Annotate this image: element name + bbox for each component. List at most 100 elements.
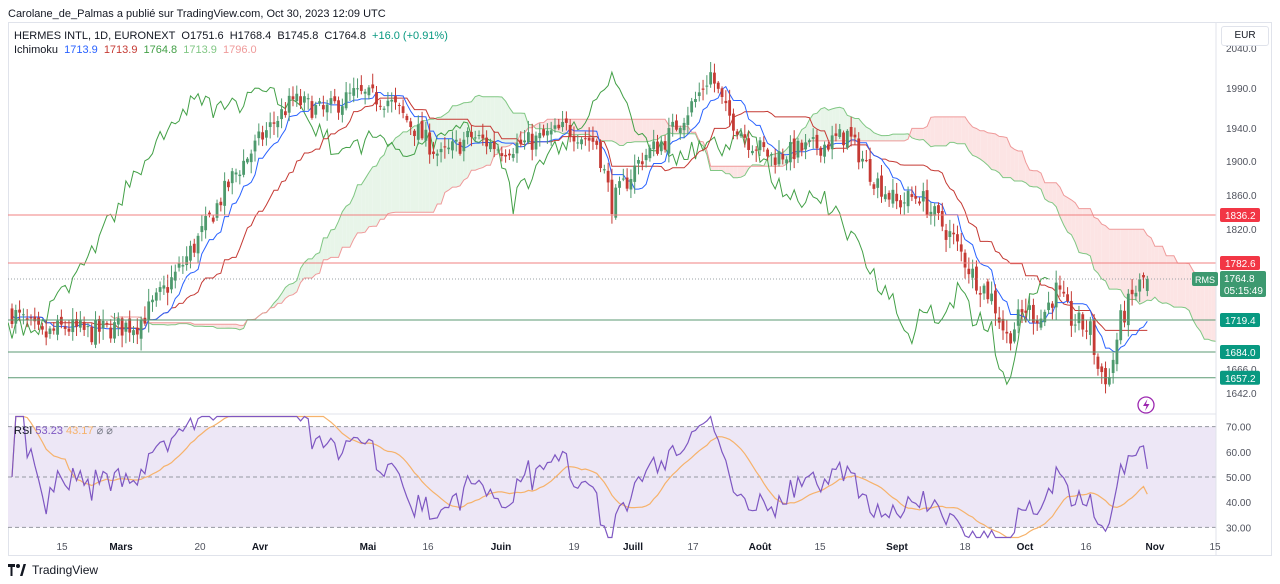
candle[interactable] — [181, 256, 185, 274]
candle[interactable] — [481, 123, 485, 146]
candle[interactable] — [633, 154, 637, 194]
candle[interactable] — [299, 88, 302, 110]
candle[interactable] — [63, 320, 67, 336]
candle[interactable] — [648, 144, 652, 162]
candle[interactable] — [918, 197, 921, 206]
candle[interactable] — [682, 117, 686, 139]
candle[interactable] — [1096, 353, 1100, 376]
candle[interactable] — [925, 179, 929, 219]
candle[interactable] — [629, 169, 633, 199]
candle[interactable] — [420, 111, 424, 141]
candle[interactable] — [807, 138, 811, 148]
candle[interactable] — [246, 157, 249, 165]
rms-tag[interactable] — [1192, 272, 1218, 287]
candle[interactable] — [1130, 278, 1134, 306]
candle[interactable] — [826, 141, 830, 152]
candle[interactable] — [576, 134, 580, 149]
candle[interactable] — [215, 199, 219, 221]
candle[interactable] — [238, 170, 242, 185]
candle[interactable] — [223, 172, 227, 216]
candle[interactable] — [834, 123, 838, 142]
candle[interactable] — [1013, 322, 1016, 344]
rsi-pane[interactable] — [11, 415, 1148, 539]
candle[interactable] — [534, 131, 538, 157]
candle[interactable] — [899, 195, 902, 215]
candle[interactable] — [242, 149, 246, 178]
candle[interactable] — [861, 150, 864, 169]
level-tag-1782.6[interactable] — [1220, 256, 1260, 270]
candle[interactable] — [249, 149, 253, 174]
candle[interactable] — [451, 131, 454, 159]
candle[interactable] — [394, 87, 397, 110]
candle[interactable] — [1085, 320, 1088, 340]
candle[interactable] — [466, 127, 470, 145]
candle[interactable] — [971, 259, 975, 289]
candle[interactable] — [227, 179, 230, 192]
candle[interactable] — [37, 311, 40, 331]
candle[interactable] — [1123, 300, 1126, 328]
lightning-icon[interactable] — [1137, 396, 1155, 414]
candle[interactable] — [561, 110, 564, 132]
candle[interactable] — [511, 148, 515, 162]
candle[interactable] — [280, 98, 283, 129]
candle[interactable] — [173, 264, 177, 289]
candle[interactable] — [864, 150, 868, 163]
candle[interactable] — [200, 214, 204, 242]
candle[interactable] — [1069, 291, 1073, 337]
candle[interactable] — [1058, 275, 1062, 297]
candle[interactable] — [359, 75, 363, 95]
candle[interactable] — [910, 186, 914, 202]
candle[interactable] — [709, 62, 713, 88]
candle[interactable] — [766, 147, 770, 161]
candle[interactable] — [162, 275, 166, 295]
candle[interactable] — [997, 306, 1001, 329]
candle[interactable] — [447, 138, 451, 155]
candle[interactable] — [929, 202, 933, 225]
candle[interactable] — [59, 309, 63, 329]
candle[interactable] — [526, 120, 530, 145]
candle[interactable] — [1028, 295, 1031, 322]
candle[interactable] — [823, 141, 826, 164]
candle[interactable] — [963, 249, 967, 279]
candle[interactable] — [185, 246, 189, 271]
candle[interactable] — [1126, 289, 1130, 337]
candle[interactable] — [519, 131, 523, 148]
candle[interactable] — [868, 147, 872, 186]
candle[interactable] — [508, 149, 511, 161]
eye-off-icon[interactable]: ⌀ — [96, 425, 104, 437]
candle[interactable] — [348, 83, 352, 101]
level-tag-1719.4[interactable] — [1220, 313, 1260, 327]
candle[interactable] — [743, 124, 747, 148]
candle[interactable] — [883, 186, 887, 202]
candle[interactable] — [975, 260, 978, 295]
candle[interactable] — [287, 88, 291, 122]
candle[interactable] — [587, 127, 591, 152]
candle[interactable] — [716, 81, 720, 94]
candle[interactable] — [853, 127, 857, 146]
candle[interactable] — [838, 123, 842, 139]
candle[interactable] — [257, 123, 261, 146]
candle[interactable] — [792, 130, 796, 169]
candle[interactable] — [1100, 363, 1104, 384]
candle[interactable] — [208, 210, 211, 218]
candle[interactable] — [788, 135, 792, 171]
candle[interactable] — [143, 306, 147, 326]
candle[interactable] — [523, 129, 526, 150]
candle[interactable] — [599, 139, 602, 173]
candle[interactable] — [139, 316, 143, 351]
candle[interactable] — [770, 152, 773, 167]
candle[interactable] — [1145, 275, 1149, 297]
candle[interactable] — [694, 91, 697, 108]
candle[interactable] — [914, 185, 918, 204]
candle[interactable] — [337, 96, 340, 120]
candle[interactable] — [109, 319, 113, 343]
candle[interactable] — [473, 130, 477, 143]
candle[interactable] — [549, 121, 553, 146]
candle[interactable] — [101, 309, 105, 340]
candle[interactable] — [675, 114, 678, 132]
candle[interactable] — [994, 284, 997, 326]
candle[interactable] — [21, 308, 25, 325]
candle[interactable] — [830, 125, 834, 160]
candle[interactable] — [564, 111, 568, 131]
candle[interactable] — [986, 278, 990, 304]
